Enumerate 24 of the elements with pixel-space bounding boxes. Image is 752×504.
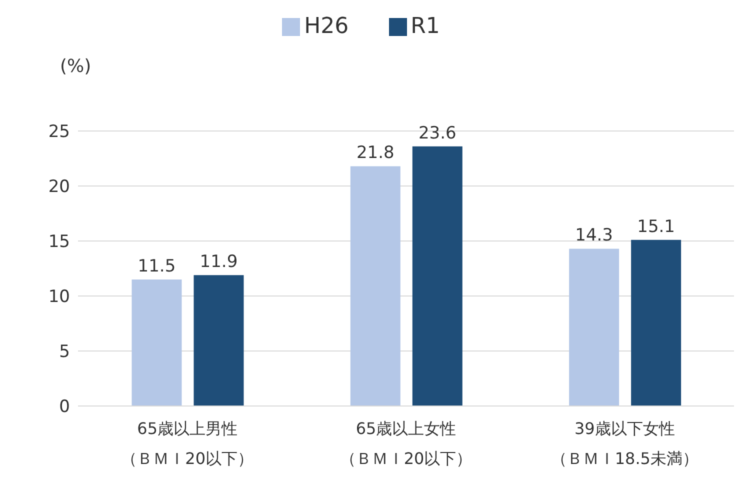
data-label: 23.6	[418, 123, 456, 144]
bar	[350, 166, 400, 406]
legend-label: H26	[304, 14, 349, 39]
data-label: 11.5	[138, 256, 176, 276]
y-tick-label: 15	[48, 232, 70, 252]
data-label: 21.8	[356, 143, 394, 164]
data-label: 11.9	[200, 252, 238, 272]
data-label: 15.1	[637, 216, 675, 237]
y-axis-title: (%)	[60, 56, 92, 77]
y-tick-label: 10	[48, 287, 70, 308]
bar	[569, 248, 620, 406]
x-tick-label: 65歳以上女性（ＢＭＩ20以下）	[340, 419, 472, 468]
x-tick-label: 39歳以下女性（ＢＭＩ18.5未満）	[550, 419, 698, 468]
y-tick-label: 25	[48, 122, 70, 142]
legend-label: R1	[410, 14, 440, 39]
bar	[132, 280, 182, 406]
y-tick-label: 5	[59, 342, 70, 362]
data-label: 14.3	[575, 226, 613, 246]
bar	[194, 275, 244, 406]
bar	[412, 146, 462, 406]
y-tick-label: 0	[59, 397, 70, 418]
bar	[631, 240, 682, 406]
y-tick-label: 20	[48, 177, 70, 198]
x-tick-label: 65歳以上男性（ＢＭＩ20以下）	[121, 419, 254, 468]
